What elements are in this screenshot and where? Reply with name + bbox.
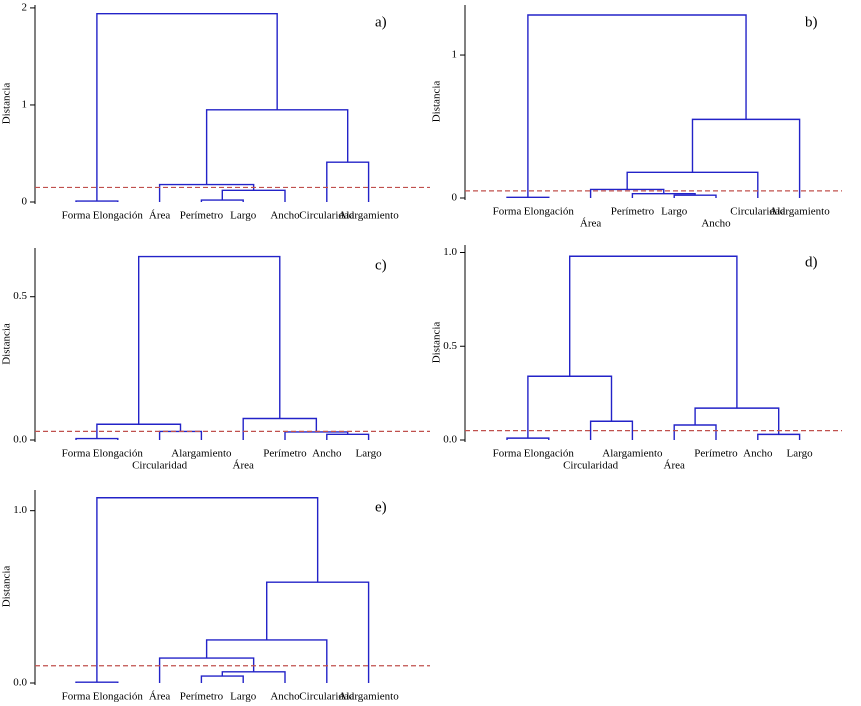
leaf-label: Elongación (93, 210, 144, 222)
leaf-label: Largo (356, 448, 383, 460)
leaf-label: Forma (62, 691, 91, 703)
dendrogram-link (75, 681, 119, 683)
dendrogram-link (242, 417, 318, 440)
y-tick-label: 0 (452, 192, 458, 204)
leaf-label: Largo (661, 206, 688, 218)
leaf-label: Elongación (93, 691, 144, 703)
y-tick-label: 0.0 (13, 677, 27, 689)
y-axis-label: Distancia (1, 83, 13, 125)
leaf-label: Alargamiento (769, 206, 830, 218)
y-tick-label: 1 (452, 49, 458, 61)
leaf-label: Largo (787, 448, 814, 460)
dendrogram-panel: d) Distancia 0.0 0.5 1.0 Forma ElongaciónCircu… (431, 245, 842, 472)
dendrogram-link (626, 171, 759, 198)
leaf-label: Área (233, 460, 254, 472)
y-tick-label: 0 (22, 196, 28, 208)
dendrogram-link (266, 581, 370, 683)
dendrogram-link (158, 657, 255, 683)
panel-title: e) (375, 499, 387, 515)
dendrogram-link (506, 196, 550, 198)
panel-title: c) (375, 257, 387, 273)
leaf-label: Forma (493, 206, 522, 218)
leaf-label: Área (149, 691, 170, 703)
leaf-label: Área (149, 210, 170, 222)
leaf-label: Forma (62, 210, 91, 222)
leaf-label: Alargamiento (338, 210, 399, 222)
leaf-label: Ancho (312, 448, 342, 460)
leaf-label: Circularidad (132, 460, 187, 472)
dendrogram-link (205, 109, 349, 185)
y-tick-label: 1.0 (443, 246, 457, 258)
leaf-label: Ancho (270, 210, 300, 222)
dendrogram-link (221, 671, 286, 683)
dendrogram-link (284, 431, 349, 440)
dendrogram-panel: c) Distancia 0.0 0.5 Forma ElongaciónCircular… (1, 248, 430, 472)
leaf-label: Forma (62, 448, 91, 460)
leaf-label: Circularidad (299, 210, 354, 222)
dendrogram-link (75, 200, 119, 202)
dendrogram-panel: b) Distancia 0 1 Forma Elongación Área Perímetr… (431, 5, 842, 230)
dendrogram-link (158, 430, 203, 440)
dendrogram-link (631, 193, 696, 198)
leaf-label: Perímetro (694, 448, 738, 460)
y-tick-label: 0.5 (13, 290, 27, 302)
leaf-label: Alargamiento (602, 448, 663, 460)
y-tick-label: 0.0 (13, 434, 27, 446)
dendrogram-link (200, 675, 244, 683)
leaf-label: Largo (230, 691, 257, 703)
leaf-label: Circularidad (563, 460, 618, 472)
leaf-label: Circularidad (730, 206, 785, 218)
dendrogram-link (569, 255, 738, 409)
dendrogram-link (138, 255, 281, 425)
dendrogram-link (326, 433, 370, 440)
dendrogram-link (527, 14, 747, 198)
leaf-label: Alargamiento (338, 691, 399, 703)
leaf-label: Perímetro (611, 206, 655, 218)
dendrogram-link (75, 437, 119, 440)
leaf-label: Alargamiento (171, 448, 232, 460)
y-axis-label: Distancia (431, 322, 443, 364)
leaf-label: Perímetro (180, 210, 224, 222)
y-tick-label: 1 (22, 98, 28, 110)
panel-title: b) (805, 14, 818, 30)
leaf-label: Perímetro (180, 691, 224, 703)
y-tick-label: 0.5 (443, 340, 457, 352)
panel-title: d) (805, 254, 818, 270)
y-tick-label: 1.0 (13, 504, 27, 516)
leaf-label: Ancho (701, 218, 731, 230)
dendrogram-panel: e) Distancia 0.0 1.0 Forma Elongación Área Perí… (1, 490, 430, 703)
leaf-label: Largo (230, 210, 257, 222)
leaf-label: Área (664, 460, 685, 472)
dendrogram-link (96, 497, 319, 683)
dendrogram-link (673, 194, 717, 198)
leaf-label: Área (580, 218, 601, 230)
y-axis-label: Distancia (431, 81, 443, 123)
dendrogram-link (326, 161, 370, 202)
dendrogram-link (200, 199, 244, 202)
leaf-label: Elongación (524, 206, 575, 218)
leaf-label: Circularidad (299, 691, 354, 703)
y-axis-label: Distancia (1, 323, 13, 365)
leaf-label: Perímetro (263, 448, 307, 460)
dendrogram-link (205, 639, 328, 683)
dendrogram-link (527, 375, 613, 439)
y-axis-label: Distancia (1, 566, 13, 608)
leaf-label: Forma (493, 448, 522, 460)
dendrogram-link (96, 423, 182, 439)
dendrogram-link (221, 189, 286, 202)
dendrogram-panel: a) Distancia 0 1 2 Forma Elongación Área Perímet… (1, 1, 430, 222)
y-tick-label: 0.0 (443, 434, 457, 446)
y-tick-label: 2 (22, 1, 28, 13)
dendrogram-link (691, 118, 801, 198)
dendrogram-link (506, 437, 550, 440)
dendrogram-link (673, 424, 717, 440)
leaf-label: Ancho (270, 691, 300, 703)
leaf-label: Ancho (743, 448, 773, 460)
dendrogram-link (96, 13, 278, 202)
leaf-label: Elongación (524, 448, 575, 460)
panel-title: a) (375, 14, 387, 30)
leaf-label: Elongación (93, 448, 144, 460)
dendrogram-link (757, 433, 801, 440)
